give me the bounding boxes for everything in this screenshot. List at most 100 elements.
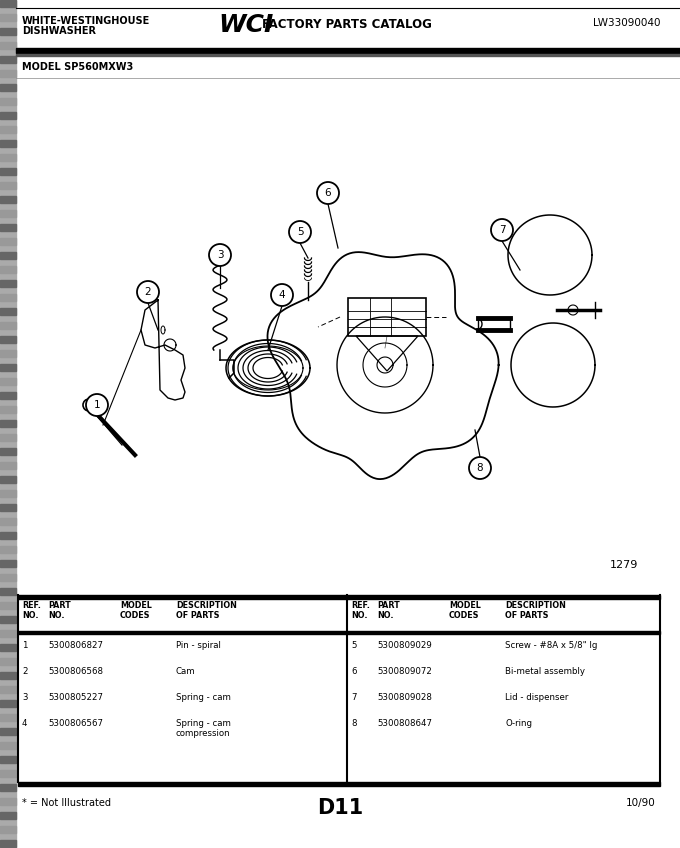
Bar bbox=[0, 840, 16, 847]
Text: 2: 2 bbox=[22, 667, 27, 676]
Text: PART
NO.: PART NO. bbox=[48, 601, 71, 621]
Bar bbox=[0, 714, 16, 721]
Text: O-ring: O-ring bbox=[505, 719, 532, 728]
Bar bbox=[18, 595, 660, 599]
Text: 5300808647: 5300808647 bbox=[377, 719, 432, 728]
Text: MODEL
CODES: MODEL CODES bbox=[449, 601, 481, 621]
Bar bbox=[0, 392, 16, 399]
Text: 5: 5 bbox=[351, 641, 356, 650]
Text: 2: 2 bbox=[145, 287, 152, 297]
Text: 5300806827: 5300806827 bbox=[48, 641, 103, 650]
Bar bbox=[0, 238, 16, 245]
Bar bbox=[348, 298, 426, 336]
Bar bbox=[0, 56, 16, 63]
Text: MODEL SP560MXW3: MODEL SP560MXW3 bbox=[22, 62, 133, 72]
Bar bbox=[0, 28, 16, 35]
Text: WHITE-WESTINGHOUSE: WHITE-WESTINGHOUSE bbox=[22, 16, 150, 26]
Text: 4: 4 bbox=[279, 290, 286, 300]
Bar bbox=[0, 560, 16, 567]
Text: 5: 5 bbox=[296, 227, 303, 237]
Bar bbox=[16, 48, 680, 53]
Text: REF.
NO.: REF. NO. bbox=[22, 601, 41, 621]
Text: Pin - spiral: Pin - spiral bbox=[176, 641, 221, 650]
Bar bbox=[0, 336, 16, 343]
Bar bbox=[0, 770, 16, 777]
Circle shape bbox=[289, 221, 311, 243]
Bar bbox=[0, 574, 16, 581]
Text: Lid - dispenser: Lid - dispenser bbox=[505, 693, 568, 702]
Bar bbox=[0, 756, 16, 763]
Bar bbox=[0, 294, 16, 301]
Bar bbox=[0, 210, 16, 217]
Circle shape bbox=[317, 182, 339, 204]
Bar bbox=[0, 0, 16, 7]
Bar bbox=[0, 308, 16, 315]
Text: 7: 7 bbox=[498, 225, 505, 235]
Text: D11: D11 bbox=[317, 798, 363, 818]
Bar bbox=[0, 462, 16, 469]
Bar bbox=[18, 631, 660, 633]
Bar bbox=[0, 350, 16, 357]
Bar bbox=[0, 588, 16, 595]
Circle shape bbox=[469, 457, 491, 479]
Bar bbox=[0, 182, 16, 189]
Circle shape bbox=[83, 399, 95, 411]
Bar bbox=[0, 546, 16, 553]
Circle shape bbox=[271, 284, 293, 306]
Circle shape bbox=[137, 281, 159, 303]
Text: Bi-metal assembly: Bi-metal assembly bbox=[505, 667, 585, 676]
Bar bbox=[0, 168, 16, 175]
Text: 10/90: 10/90 bbox=[626, 798, 656, 808]
Bar bbox=[0, 658, 16, 665]
Bar bbox=[0, 504, 16, 511]
Bar bbox=[0, 14, 16, 21]
Bar bbox=[0, 798, 16, 805]
Bar bbox=[0, 0, 16, 848]
Text: MODEL
CODES: MODEL CODES bbox=[120, 601, 152, 621]
Text: 5300806567: 5300806567 bbox=[48, 719, 103, 728]
Text: FACTORY PARTS CATALOG: FACTORY PARTS CATALOG bbox=[262, 18, 432, 31]
Text: 8: 8 bbox=[351, 719, 356, 728]
Bar bbox=[0, 602, 16, 609]
Text: Cam: Cam bbox=[176, 667, 196, 676]
Bar bbox=[0, 322, 16, 329]
Text: 1: 1 bbox=[94, 400, 101, 410]
Bar bbox=[0, 490, 16, 497]
Bar bbox=[0, 364, 16, 371]
Bar bbox=[18, 782, 660, 786]
Text: DISHWASHER: DISHWASHER bbox=[22, 26, 96, 36]
Bar bbox=[0, 140, 16, 147]
Text: Spring - cam: Spring - cam bbox=[176, 693, 231, 702]
Text: 5300809028: 5300809028 bbox=[377, 693, 432, 702]
Text: 5300809029: 5300809029 bbox=[377, 641, 432, 650]
Bar bbox=[0, 686, 16, 693]
Text: 5300806568: 5300806568 bbox=[48, 667, 103, 676]
Bar bbox=[0, 448, 16, 455]
Circle shape bbox=[86, 394, 108, 416]
Bar bbox=[0, 644, 16, 651]
Bar bbox=[0, 42, 16, 49]
Text: REF.
NO.: REF. NO. bbox=[351, 601, 370, 621]
Bar bbox=[0, 630, 16, 637]
Text: 5300809072: 5300809072 bbox=[377, 667, 432, 676]
Bar bbox=[0, 154, 16, 161]
Bar bbox=[0, 252, 16, 259]
Text: 5300805227: 5300805227 bbox=[48, 693, 103, 702]
Bar bbox=[0, 406, 16, 413]
Text: 8: 8 bbox=[477, 463, 483, 473]
Bar bbox=[0, 84, 16, 91]
Circle shape bbox=[209, 244, 231, 266]
Text: PART
NO.: PART NO. bbox=[377, 601, 400, 621]
Text: 6: 6 bbox=[351, 667, 356, 676]
Text: Spring - cam
compression: Spring - cam compression bbox=[176, 719, 231, 739]
Bar bbox=[0, 826, 16, 833]
Bar bbox=[16, 54, 680, 56]
Text: DESCRIPTION
OF PARTS: DESCRIPTION OF PARTS bbox=[176, 601, 237, 621]
Text: * = Not Illustrated: * = Not Illustrated bbox=[22, 798, 111, 808]
Bar bbox=[0, 378, 16, 385]
Bar bbox=[0, 672, 16, 679]
Bar bbox=[0, 98, 16, 105]
Bar bbox=[0, 518, 16, 525]
Text: 6: 6 bbox=[324, 188, 331, 198]
Text: LW33090040: LW33090040 bbox=[592, 18, 660, 28]
